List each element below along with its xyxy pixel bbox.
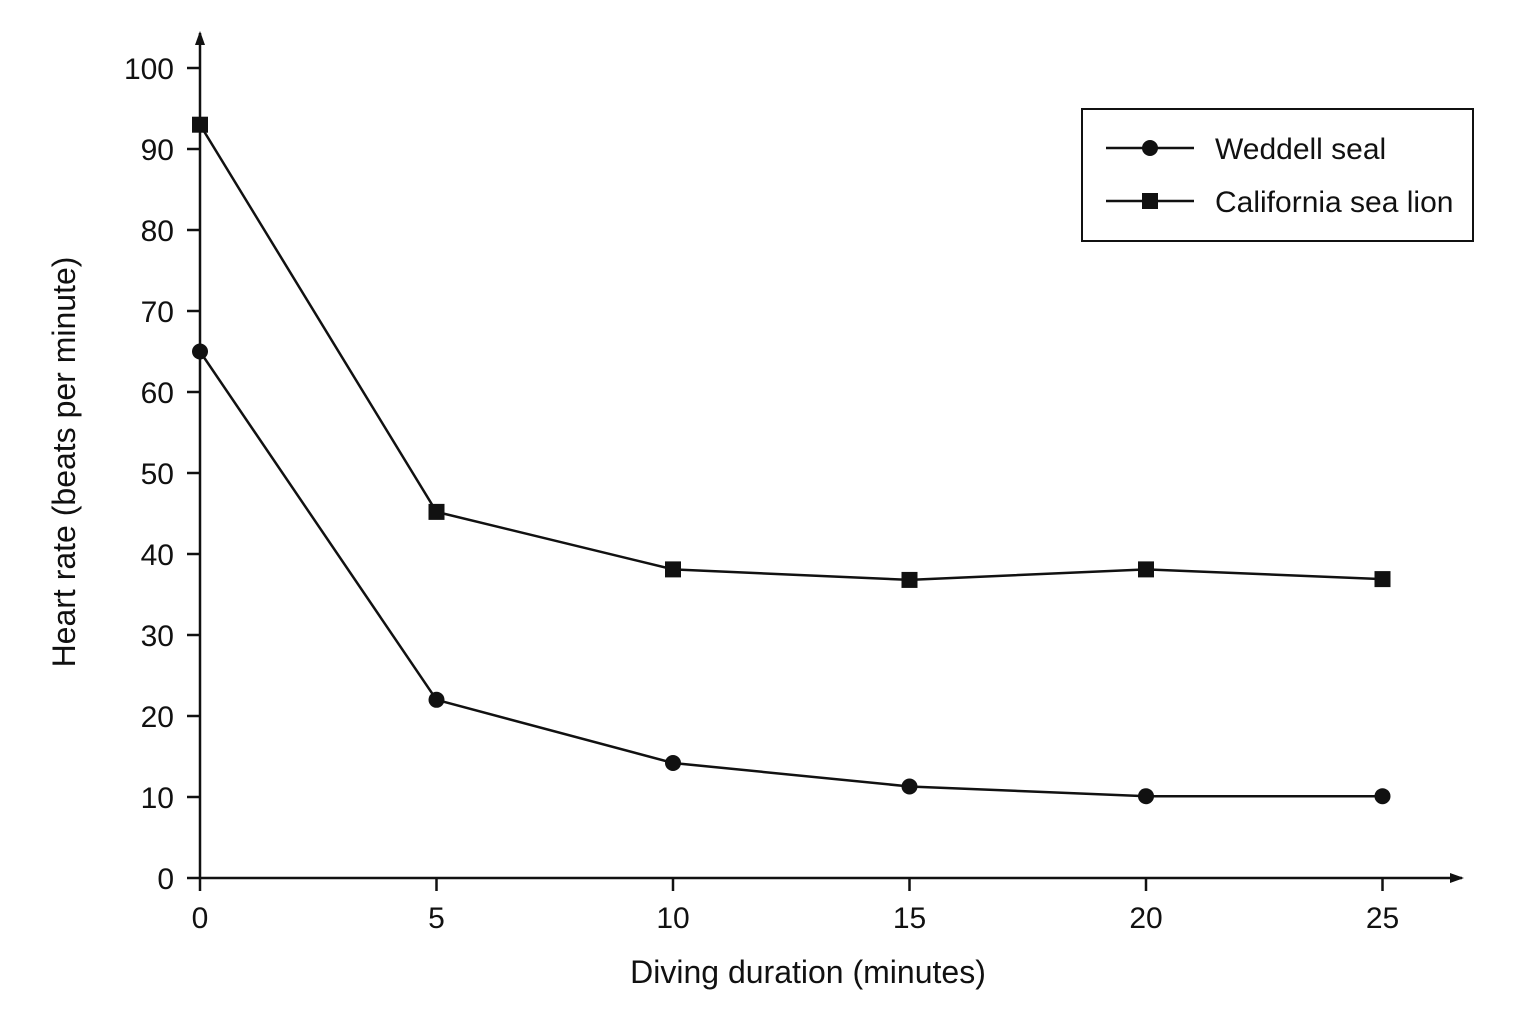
series-1 xyxy=(192,343,1391,805)
x-tick-label: 5 xyxy=(428,902,445,935)
data-point xyxy=(192,116,208,133)
legend-label: Weddell seal xyxy=(1215,133,1386,166)
data-point xyxy=(428,503,445,520)
legend-label: California sea lion xyxy=(1215,186,1453,219)
y-axis-title: Heart rate (beats per minute) xyxy=(46,257,82,668)
y-tick-label: 40 xyxy=(141,539,174,572)
data-point xyxy=(1374,571,1391,588)
legend-box xyxy=(1081,108,1474,242)
data-point xyxy=(1374,788,1391,805)
series-2 xyxy=(192,116,1391,588)
x-tick-label: 15 xyxy=(893,902,926,935)
legend-item: California sea lion xyxy=(1106,186,1453,219)
y-tick-label: 20 xyxy=(141,701,174,734)
data-point xyxy=(901,778,918,795)
legend-items: Weddell seal California sea lion xyxy=(1106,133,1453,219)
legend-item: Weddell seal xyxy=(1106,133,1386,166)
legend-marker xyxy=(1142,140,1158,156)
y-tick-label: 70 xyxy=(141,296,174,329)
y-tick-label: 10 xyxy=(141,782,174,815)
y-tick-label: 0 xyxy=(157,863,174,896)
y-tick-label: 80 xyxy=(141,215,174,248)
data-point xyxy=(1138,561,1154,578)
series-line xyxy=(198,124,1383,582)
legend: Weddell seal California sea lion xyxy=(1081,108,1474,242)
data-point xyxy=(901,571,918,588)
x-tick-label: 0 xyxy=(192,902,209,935)
x-axis-title: Diving duration (minutes) xyxy=(630,954,986,990)
series-group xyxy=(192,116,1391,805)
y-ticks: 0 10 20 30 40 50 60 70 80 90 100 xyxy=(124,53,200,896)
y-tick-label: 100 xyxy=(124,53,174,86)
y-tick-label: 50 xyxy=(141,458,174,491)
series-line xyxy=(198,350,1383,798)
data-point xyxy=(192,343,208,360)
x-tick-label: 10 xyxy=(656,902,689,935)
legend-marker xyxy=(1142,193,1158,209)
data-point xyxy=(665,754,681,771)
x-tick-label: 20 xyxy=(1129,902,1162,935)
y-tick-label: 30 xyxy=(141,620,174,653)
y-tick-label: 90 xyxy=(141,134,174,167)
x-ticks: 0 5 10 15 20 25 xyxy=(192,878,1399,935)
data-point xyxy=(1138,788,1154,805)
x-tick-label: 25 xyxy=(1366,902,1399,935)
y-tick-label: 60 xyxy=(141,377,174,410)
data-point xyxy=(428,691,445,708)
data-point xyxy=(665,561,681,578)
